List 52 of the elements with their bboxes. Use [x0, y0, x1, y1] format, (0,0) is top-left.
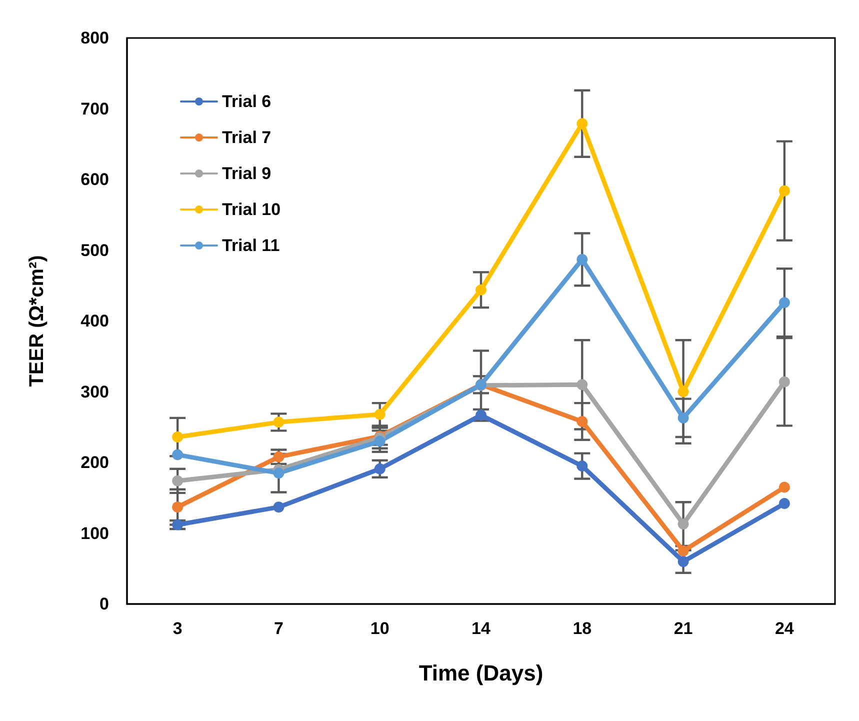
- point: [172, 432, 184, 443]
- point: [273, 416, 284, 428]
- y-tick-label: 300: [80, 382, 109, 402]
- point: [678, 556, 689, 568]
- point: [374, 463, 386, 474]
- point: [576, 416, 588, 427]
- x-tick-label: 21: [674, 619, 693, 638]
- x-tick-label: 18: [572, 619, 592, 638]
- y-tick-label: 600: [80, 170, 109, 189]
- point: [778, 482, 790, 493]
- point: [273, 468, 284, 479]
- point: [778, 498, 790, 510]
- legend-label: Trial 9: [222, 164, 272, 183]
- point: [778, 297, 790, 308]
- point: [778, 185, 790, 196]
- point: [778, 376, 790, 388]
- y-axis-title: TEER (Ω*cm²): [26, 255, 48, 387]
- x-tick-label: 3: [172, 619, 182, 638]
- y-tick-label: 200: [80, 453, 109, 472]
- x-tick-label: 10: [370, 619, 390, 638]
- legend-label: Trial 6: [222, 92, 272, 111]
- x-tick-label: 14: [472, 619, 491, 638]
- point: [476, 410, 486, 421]
- legend-label: Trial 10: [222, 200, 281, 219]
- point: [172, 502, 184, 513]
- point: [576, 254, 588, 265]
- point: [576, 379, 588, 390]
- point: [476, 284, 486, 296]
- point: [678, 386, 689, 398]
- point: [172, 449, 184, 460]
- x-tick-label: 7: [274, 619, 284, 638]
- point: [172, 475, 184, 486]
- point: [374, 436, 386, 447]
- point: [678, 545, 689, 556]
- y-tick-label: 800: [80, 28, 109, 48]
- point: [273, 502, 284, 513]
- point: [273, 451, 284, 462]
- point: [576, 118, 588, 130]
- point: [576, 460, 588, 472]
- legend-label: Trial 7: [222, 128, 272, 147]
- y-tick-label: 500: [80, 240, 109, 260]
- y-tick-label: 700: [80, 99, 109, 118]
- x-axis-title: Time (Days): [418, 660, 544, 686]
- point: [678, 518, 689, 530]
- y-tick-label: 100: [80, 524, 109, 543]
- y-tick-label: 0: [100, 594, 109, 614]
- point: [172, 519, 184, 530]
- point: [374, 408, 386, 420]
- x-tick-label: 24: [774, 619, 794, 638]
- legend-label: Trial 11: [222, 236, 280, 255]
- point: [678, 412, 689, 424]
- y-tick-label: 400: [80, 312, 109, 330]
